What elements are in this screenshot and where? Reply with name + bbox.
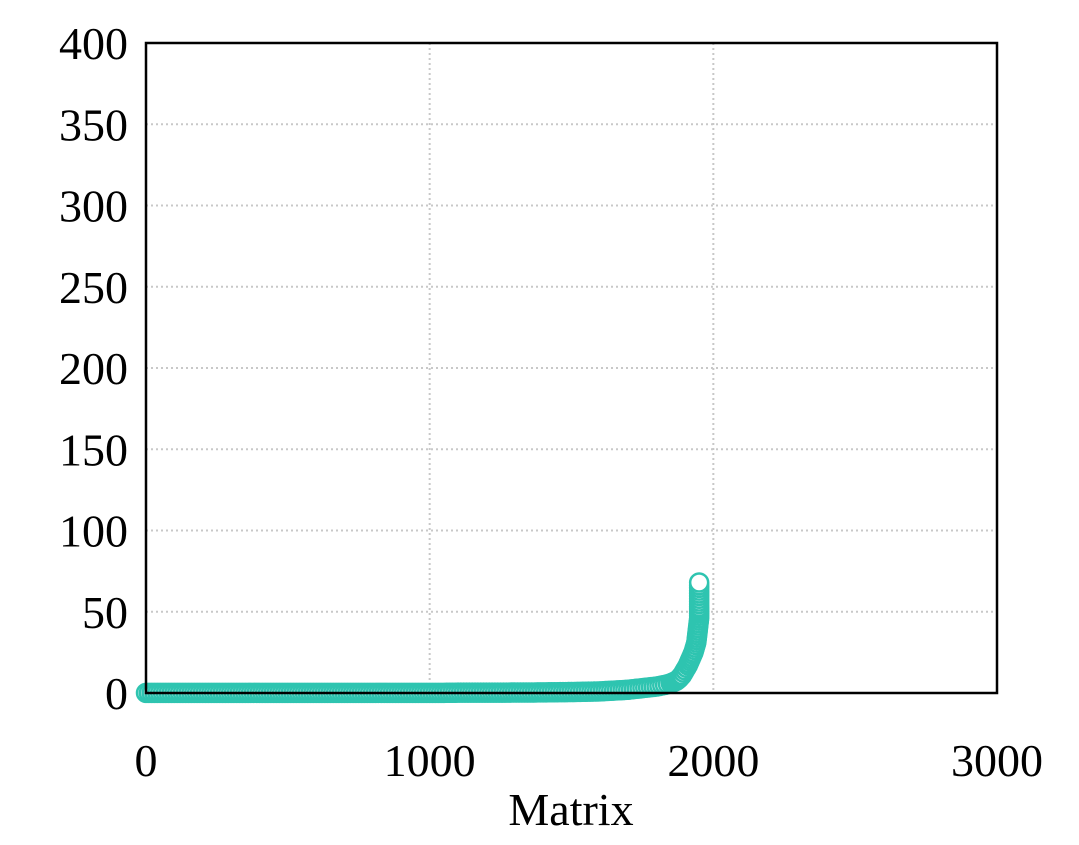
data-point [688, 572, 710, 593]
y-tick-label: 0 [105, 668, 128, 719]
y-tick-label: 400 [59, 18, 128, 69]
y-tick-label: 300 [59, 181, 128, 232]
y-tick-label: 150 [59, 424, 128, 475]
y-tick-label: 100 [59, 506, 128, 557]
y-tick-labels: 0 50 100 150 200 250 300 350 400 [59, 18, 128, 719]
y-tick-label: 200 [59, 343, 128, 394]
x-tick-label: 0 [135, 735, 158, 786]
y-tick-label: 350 [59, 99, 128, 150]
x-tick-label: 1000 [384, 735, 476, 786]
x-tick-labels: 0 1000 2000 3000 [135, 735, 1044, 786]
grid-lines [146, 43, 997, 693]
x-axis-title: Matrix [508, 784, 633, 835]
x-tick-label: 3000 [951, 735, 1043, 786]
y-tick-label: 250 [59, 262, 128, 313]
x-tick-label: 2000 [667, 735, 759, 786]
plot-frame [144, 41, 999, 695]
y-tick-label: 50 [82, 587, 128, 638]
